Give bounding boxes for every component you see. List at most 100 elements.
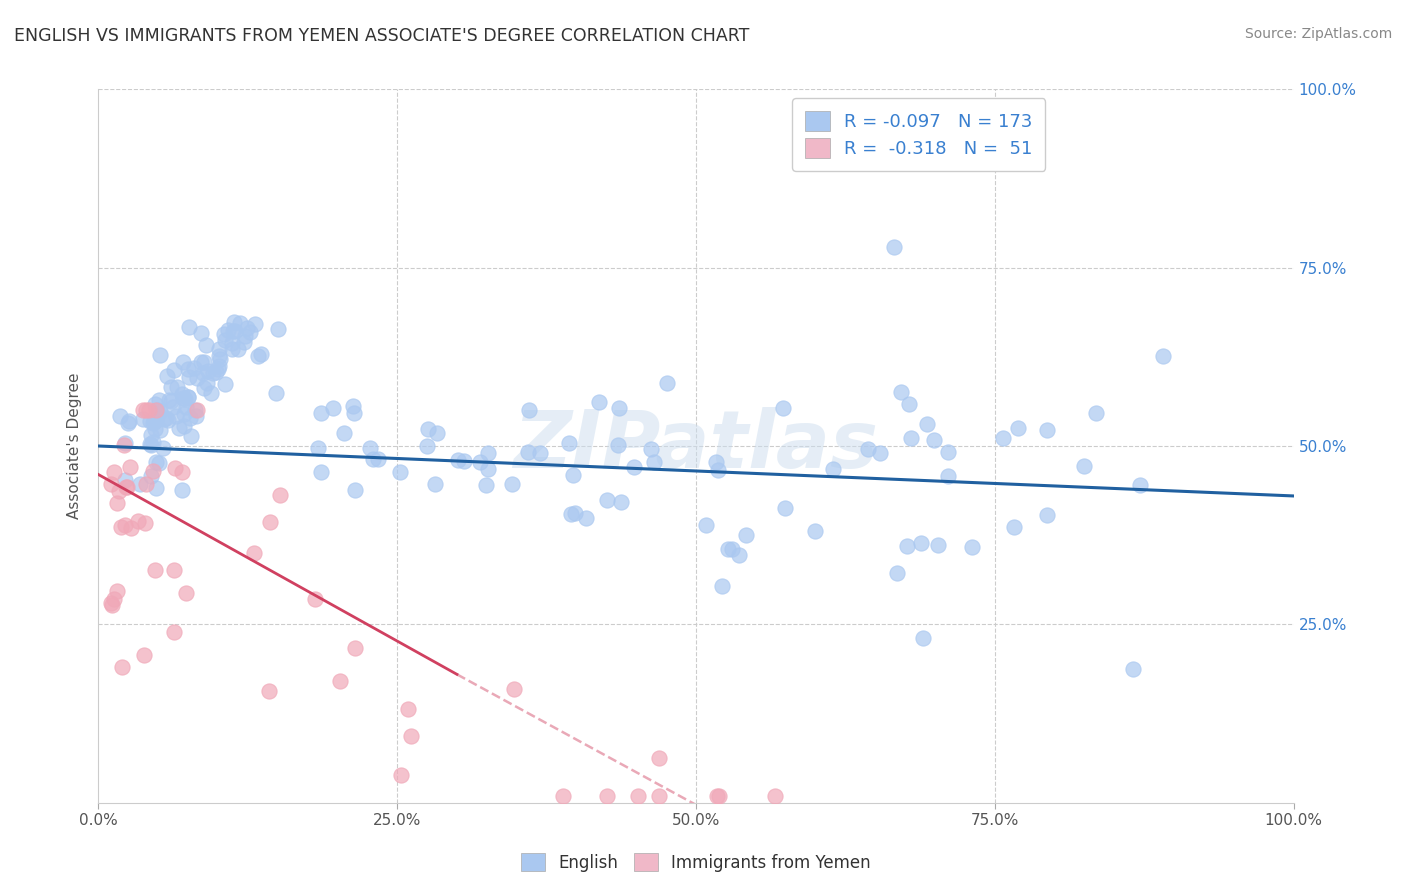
Point xyxy=(117,416,139,430)
Point xyxy=(727,549,749,563)
Point xyxy=(135,403,157,417)
Point xyxy=(176,390,198,404)
Point xyxy=(245,317,267,331)
Point xyxy=(259,515,281,529)
Point xyxy=(927,538,949,552)
Point xyxy=(138,403,160,417)
Point xyxy=(960,540,983,554)
Point xyxy=(193,355,215,369)
Point xyxy=(991,431,1014,445)
Point xyxy=(503,682,526,697)
Point xyxy=(575,510,598,524)
Point xyxy=(118,460,141,475)
Point xyxy=(156,413,179,427)
Point xyxy=(177,390,200,404)
Point xyxy=(163,563,186,577)
Point xyxy=(344,641,367,656)
Point xyxy=(763,789,786,803)
Point xyxy=(177,370,200,384)
Legend: English, Immigrants from Yemen: English, Immigrants from Yemen xyxy=(513,845,879,880)
Point xyxy=(269,487,291,501)
Point xyxy=(173,392,195,406)
Point xyxy=(186,370,208,384)
Point xyxy=(856,442,879,457)
Point xyxy=(1035,508,1057,522)
Point xyxy=(266,322,288,336)
Point xyxy=(194,338,217,352)
Point xyxy=(804,524,827,538)
Point xyxy=(190,355,212,369)
Point xyxy=(911,632,934,646)
Point xyxy=(239,325,262,339)
Text: ENGLISH VS IMMIGRANTS FROM YEMEN ASSOCIATE'S DEGREE CORRELATION CHART: ENGLISH VS IMMIGRANTS FROM YEMEN ASSOCIA… xyxy=(14,27,749,45)
Point xyxy=(564,506,586,520)
Point xyxy=(707,789,730,803)
Point xyxy=(100,477,122,491)
Point xyxy=(1002,519,1025,533)
Point xyxy=(105,583,128,598)
Point xyxy=(212,326,235,341)
Point xyxy=(170,465,193,479)
Point xyxy=(214,377,236,392)
Point xyxy=(648,789,671,803)
Point xyxy=(416,439,439,453)
Point xyxy=(551,789,574,803)
Point xyxy=(176,400,198,414)
Point xyxy=(103,465,125,479)
Point xyxy=(558,436,581,450)
Point xyxy=(711,579,734,593)
Point xyxy=(936,445,959,459)
Point xyxy=(200,386,222,401)
Point xyxy=(174,586,197,600)
Point xyxy=(890,384,912,399)
Point xyxy=(165,460,187,475)
Point xyxy=(706,789,728,803)
Point xyxy=(560,507,582,521)
Point xyxy=(207,362,229,376)
Point xyxy=(135,476,157,491)
Point xyxy=(208,342,231,356)
Point xyxy=(1073,459,1095,474)
Point xyxy=(114,473,136,487)
Point xyxy=(228,342,250,356)
Point xyxy=(145,481,167,495)
Point xyxy=(132,403,155,417)
Point xyxy=(717,542,740,557)
Point xyxy=(773,500,796,515)
Point xyxy=(446,452,468,467)
Point xyxy=(149,403,172,417)
Point xyxy=(388,465,411,479)
Point xyxy=(139,414,162,428)
Point xyxy=(170,386,193,401)
Point xyxy=(110,409,132,423)
Point xyxy=(193,381,215,395)
Point xyxy=(886,566,908,580)
Point xyxy=(141,469,163,483)
Point xyxy=(235,321,257,335)
Point xyxy=(139,437,162,451)
Point xyxy=(519,402,541,417)
Point xyxy=(322,401,344,416)
Point xyxy=(1129,478,1152,492)
Point xyxy=(517,445,540,459)
Point xyxy=(209,351,232,366)
Point xyxy=(169,421,191,435)
Point xyxy=(342,399,364,413)
Point xyxy=(596,493,619,508)
Text: Source: ZipAtlas.com: Source: ZipAtlas.com xyxy=(1244,27,1392,41)
Point xyxy=(627,789,650,803)
Point xyxy=(145,455,167,469)
Point xyxy=(214,334,236,348)
Point xyxy=(1152,349,1174,363)
Point xyxy=(607,401,630,416)
Point xyxy=(176,362,198,376)
Point xyxy=(648,751,671,765)
Point xyxy=(936,469,959,483)
Point xyxy=(105,496,128,510)
Point xyxy=(257,684,280,698)
Point xyxy=(396,702,419,716)
Point xyxy=(156,368,179,383)
Point xyxy=(426,425,449,440)
Point xyxy=(103,592,125,607)
Point xyxy=(221,335,243,350)
